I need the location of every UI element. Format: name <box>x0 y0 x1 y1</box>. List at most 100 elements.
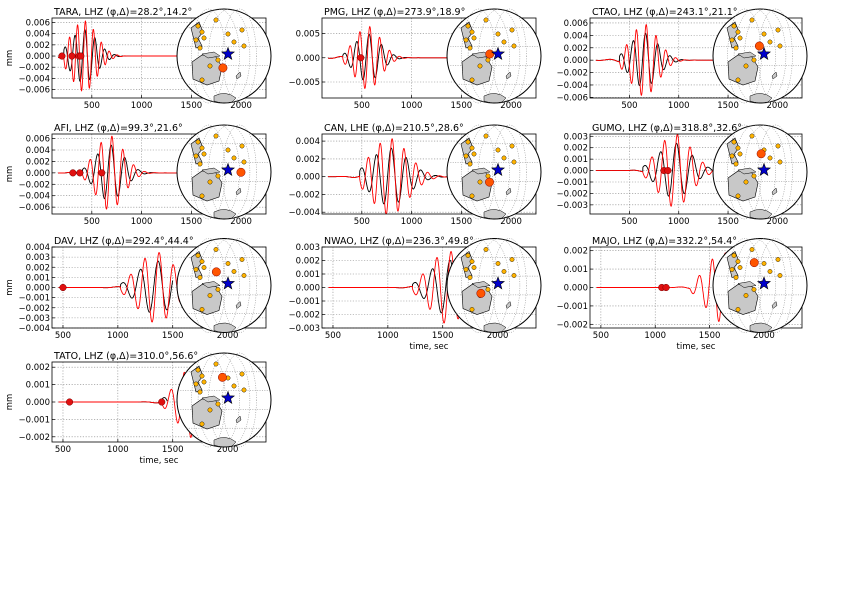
y-tick-label: −0.003 <box>19 314 50 324</box>
land-antarctica <box>483 209 507 220</box>
panel-title: AFI, LHZ (φ,Δ)=99.3°,21.6° <box>54 123 183 134</box>
station-marker <box>485 173 491 179</box>
land-new-zealand <box>771 187 778 196</box>
land-new-zealand <box>235 301 242 309</box>
x-axis-label: time, sec <box>677 342 716 352</box>
y-tick-label: 0.002 <box>564 247 588 257</box>
station-marker <box>471 265 477 270</box>
x-tick-label: 2000 <box>500 101 522 111</box>
x-tick-label: 500 <box>621 101 637 111</box>
station-marker <box>743 63 749 69</box>
x-tick-label: 1000 <box>644 331 666 341</box>
event-star-icon <box>756 276 772 290</box>
x-tick-label: 1000 <box>131 101 153 111</box>
station-marker <box>501 269 507 274</box>
station-marker <box>735 259 741 264</box>
station-marker <box>735 77 741 83</box>
y-tick-label: −0.002 <box>557 189 588 199</box>
land-new-guinea <box>471 167 491 175</box>
y-tick-label: −0.004 <box>19 324 50 334</box>
y-tick-label: 0.003 <box>26 253 50 263</box>
y-tick-label: 0.004 <box>564 31 588 41</box>
station-marker <box>231 155 237 161</box>
station-marker <box>737 35 743 41</box>
station-globe <box>176 124 272 220</box>
station-marker <box>737 265 743 270</box>
y-tick-label: −0.002 <box>19 304 50 314</box>
station-marker <box>729 267 735 272</box>
station-marker <box>241 387 247 393</box>
y-tick-label: 0.001 <box>26 381 50 391</box>
phase-pick <box>76 169 84 177</box>
y-tick-label: 0.001 <box>296 270 320 280</box>
land-asia <box>460 251 474 278</box>
active-station-marker <box>211 267 221 277</box>
event-star-icon <box>756 46 772 61</box>
station-marker <box>197 389 203 395</box>
y-tick-label: −0.001 <box>557 302 588 312</box>
x-tick-label: 1500 <box>181 101 203 111</box>
y-axis-label: mm <box>5 279 15 296</box>
station-marker <box>469 307 475 312</box>
station-marker <box>509 257 515 262</box>
station-marker <box>215 173 221 179</box>
observed-trace <box>595 32 733 87</box>
station-marker <box>193 153 199 159</box>
station-marker <box>207 293 213 298</box>
y-tick-label: 0.000 <box>564 56 588 66</box>
station-marker <box>207 179 213 185</box>
x-tick-label: 500 <box>354 217 370 227</box>
x-tick-label: 500 <box>593 331 609 341</box>
x-tick-label: 2000 <box>767 217 789 227</box>
x-tick-label: 1500 <box>162 445 184 455</box>
station-marker <box>201 151 207 157</box>
y-tick-label: −0.002 <box>557 320 588 330</box>
y-tick-label: −0.006 <box>19 203 50 213</box>
x-tick-label: 1500 <box>451 217 473 227</box>
land-new-guinea <box>737 167 757 175</box>
station-marker <box>501 39 507 45</box>
y-tick-label: −0.002 <box>289 190 320 200</box>
phase-pick <box>662 283 670 292</box>
phase-pick <box>66 398 74 406</box>
station-marker <box>199 145 205 151</box>
y-tick-label: −0.004 <box>289 208 320 218</box>
station-marker <box>239 371 245 377</box>
y-tick-label: −0.006 <box>19 86 50 96</box>
y-tick-label: 0.002 <box>564 144 588 154</box>
station-marker <box>463 153 469 159</box>
station-marker <box>775 27 781 33</box>
phase-pick <box>357 54 365 62</box>
x-axis-label: time, sec <box>140 456 179 466</box>
station-marker <box>239 257 245 262</box>
y-tick-label: −0.002 <box>289 311 320 321</box>
station-marker <box>733 161 739 167</box>
land-new-guinea <box>201 395 221 403</box>
land-new-zealand <box>505 71 512 80</box>
y-axis-label: mm <box>5 394 15 411</box>
station-marker <box>467 45 473 51</box>
y-axis-label: mm <box>5 50 15 67</box>
station-marker <box>199 421 205 427</box>
panel-0: 500 1000 1500 2000−0.006−0.004−0.0020.0000.… <box>5 7 272 111</box>
y-tick-label: −0.002 <box>19 180 50 190</box>
x-tick-label: 500 <box>84 217 100 227</box>
land-asia <box>726 21 740 49</box>
x-tick-label: 1000 <box>131 217 153 227</box>
station-marker <box>735 193 741 199</box>
y-tick-label: −0.001 <box>19 294 50 304</box>
station-marker <box>471 151 477 157</box>
event-star-icon <box>490 162 506 177</box>
station-marker <box>197 161 203 167</box>
y-tick-label: −0.002 <box>557 69 588 79</box>
y-tick-label: 0.000 <box>296 54 320 64</box>
land-new-zealand <box>771 71 778 80</box>
station-marker <box>239 143 245 149</box>
station-marker <box>199 259 205 264</box>
x-tick-label: 2000 <box>217 331 239 341</box>
y-axis-label: mm <box>5 166 15 183</box>
event-star-icon <box>220 390 236 405</box>
station-marker <box>467 275 473 280</box>
y-tick-label: −0.004 <box>557 81 588 91</box>
